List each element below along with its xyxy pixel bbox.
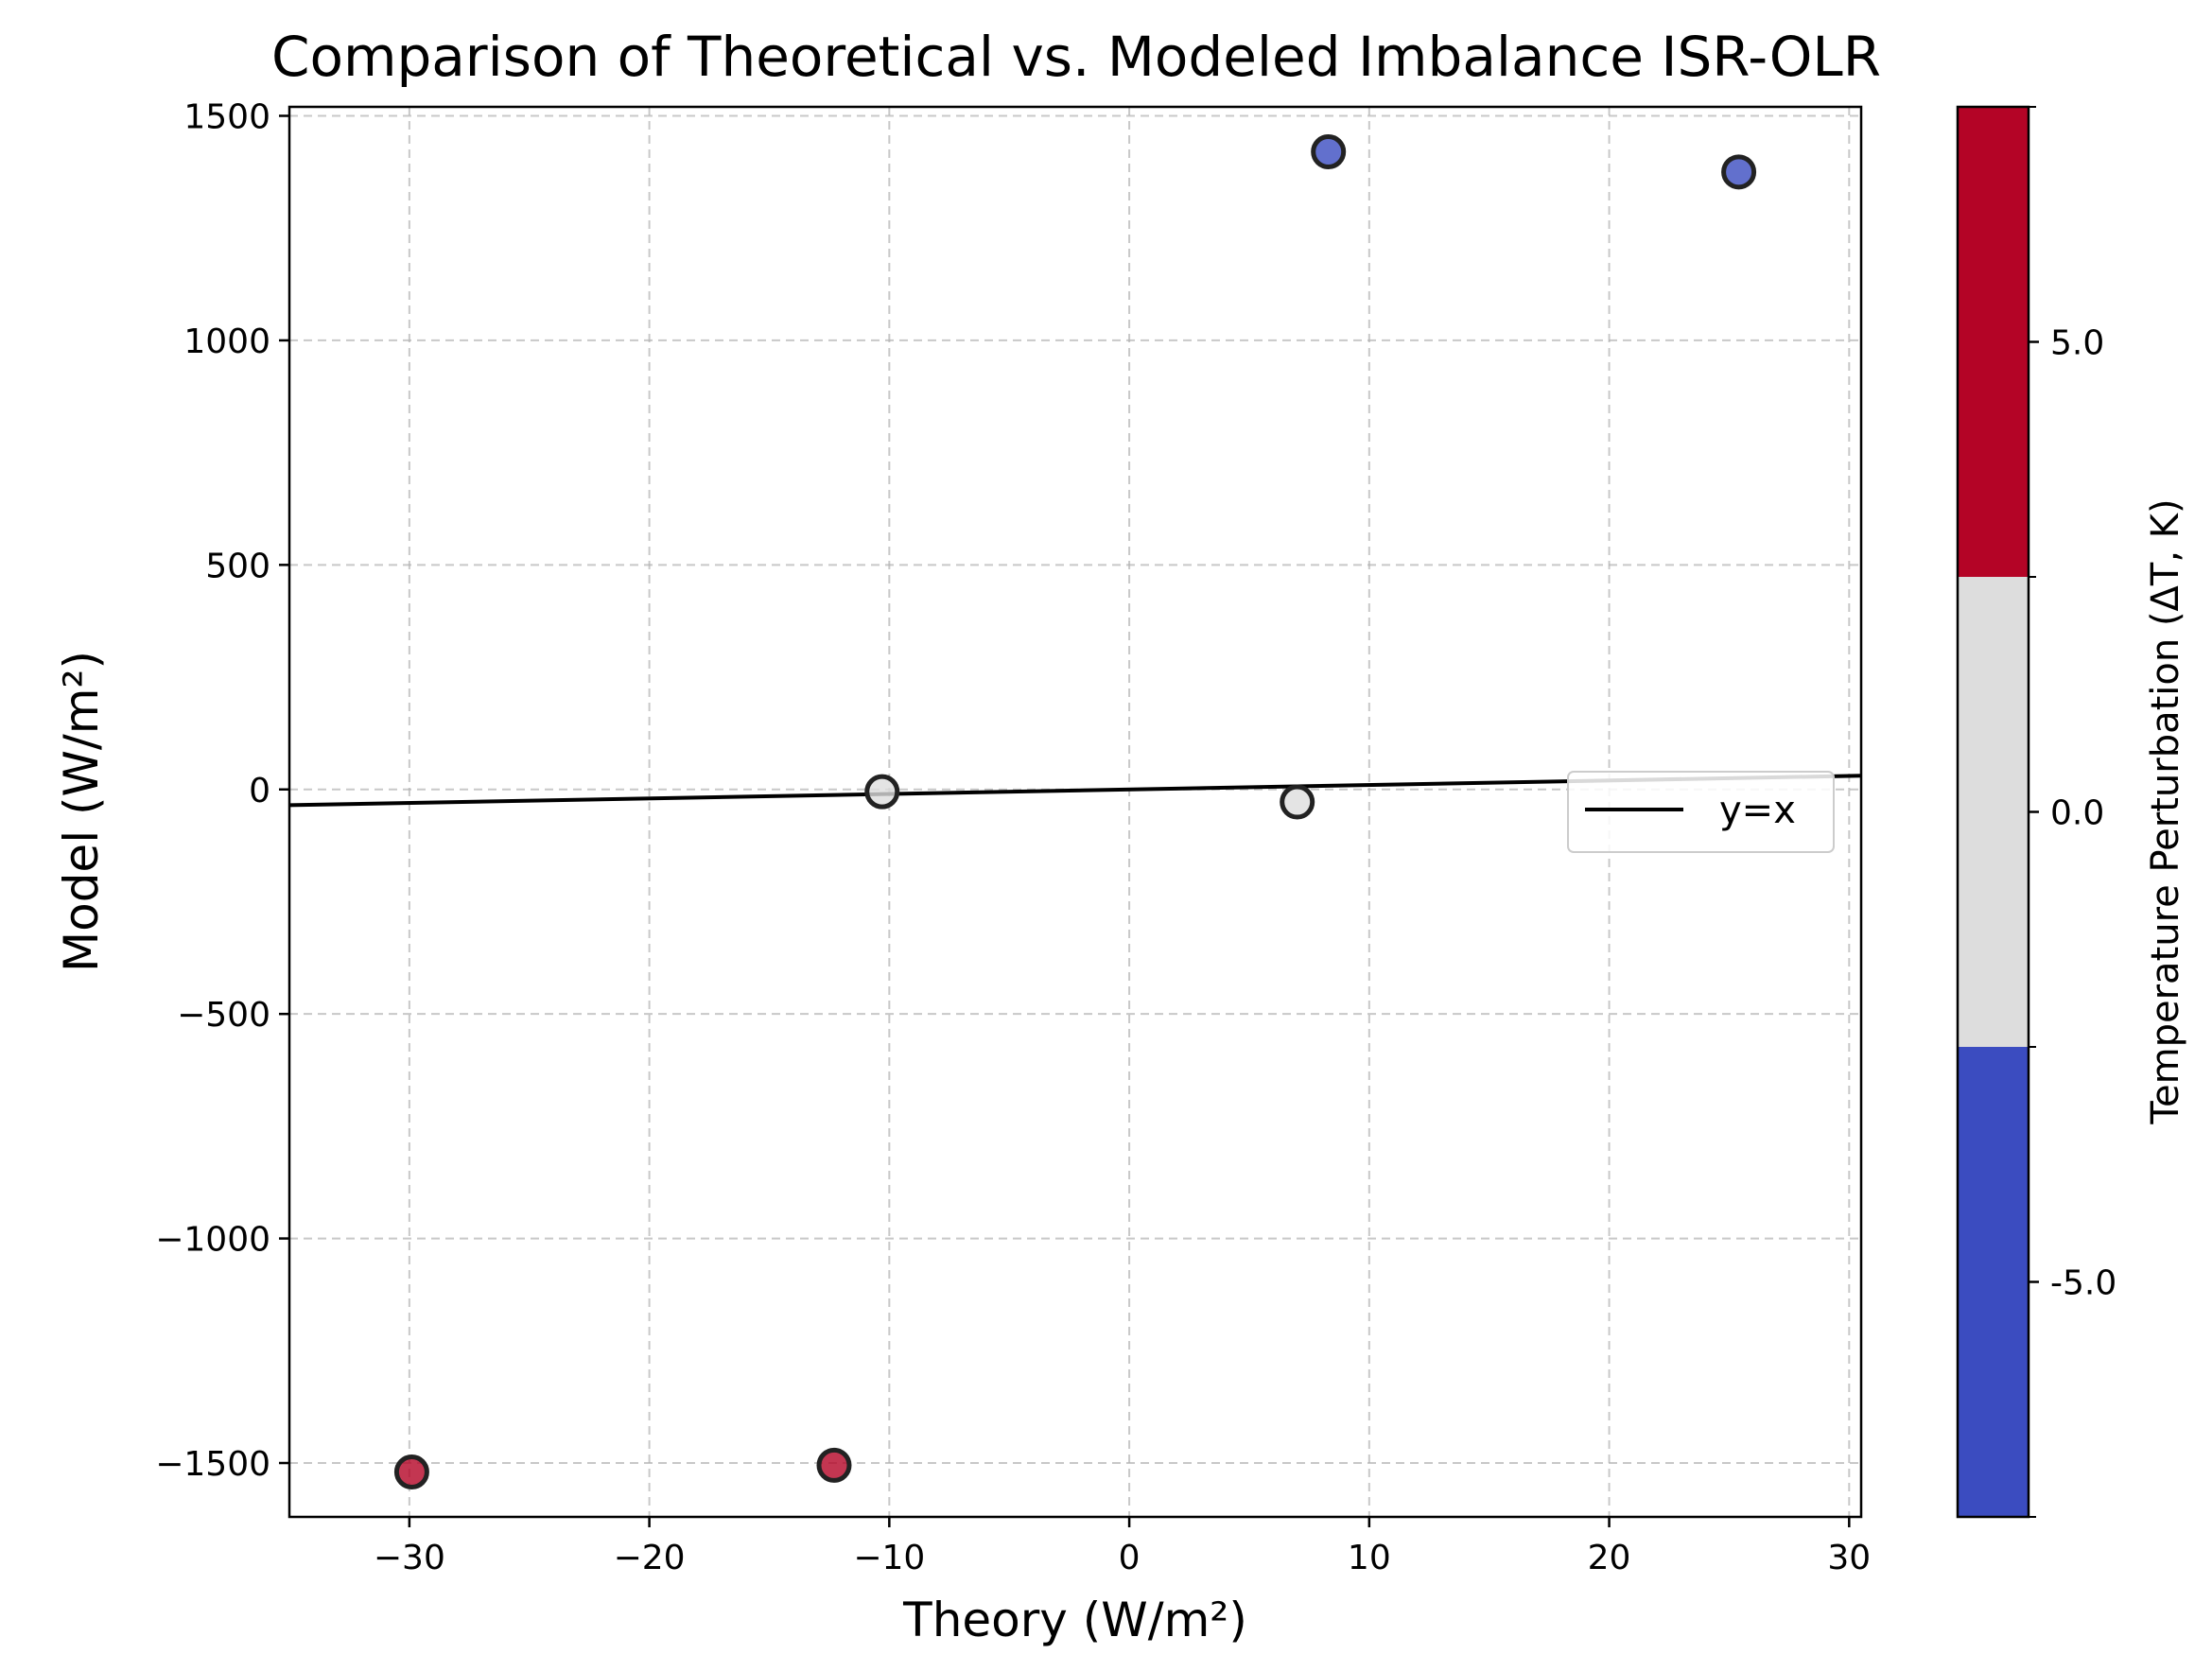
data-point	[393, 1454, 429, 1490]
colorbar-label: Temperature Perturbation (ΔT, K)	[2144, 498, 2187, 1124]
x-axis-ticks: −30 −20 −10 0 10 20 30	[374, 1517, 1871, 1577]
x-tick-label: 20	[1588, 1539, 1631, 1577]
y-tick-label: −1500	[155, 1445, 270, 1484]
y-axis-ticks: 1500 1000 500 0 −500 −1000 −1500	[155, 97, 289, 1484]
y-axis-label: Model (W/m²)	[54, 651, 109, 972]
colorbar-tick-label: 5.0	[2050, 324, 2104, 363]
colorbar	[1956, 105, 2030, 1519]
x-tick-label: 10	[1348, 1539, 1391, 1577]
y-tick-label: 500	[205, 547, 270, 585]
data-point	[1311, 133, 1347, 169]
data-point	[816, 1447, 852, 1483]
data-points	[393, 133, 1757, 1490]
x-tick-label: −20	[614, 1539, 686, 1577]
y-tick-label: 1000	[183, 322, 270, 361]
colorbar-segment	[1958, 107, 2029, 577]
colorbar-tick-label: -5.0	[2050, 1264, 2116, 1303]
data-point	[864, 774, 900, 810]
y-tick-label: 0	[249, 772, 270, 810]
legend-label: y=x	[1719, 789, 1796, 832]
y-tick-label: −1000	[155, 1221, 270, 1260]
x-tick-label: 0	[1119, 1539, 1141, 1577]
data-point	[1721, 154, 1757, 190]
x-tick-label: −30	[374, 1539, 445, 1577]
x-axis-label: Theory (W/m²)	[902, 1593, 1247, 1647]
y-tick-label: −500	[177, 996, 270, 1035]
legend-box	[1567, 771, 1835, 853]
chart-title: Comparison of Theoretical vs. Modeled Im…	[271, 25, 1881, 89]
y-tick-label: 1500	[183, 97, 270, 136]
colorbar-ticks: 5.0 0.0 -5.0	[2029, 106, 2116, 1518]
colorbar-segment	[1958, 1047, 2029, 1517]
colorbar-segment	[1958, 577, 2029, 1047]
plot-area-frame	[287, 105, 1863, 1519]
x-tick-label: 30	[1827, 1539, 1871, 1577]
x-tick-label: −10	[853, 1539, 925, 1577]
data-point	[1280, 784, 1315, 820]
grid-lines	[289, 107, 1861, 1517]
legend: y=x	[1567, 771, 1835, 853]
colorbar-tick-label: 0.0	[2050, 794, 2104, 833]
